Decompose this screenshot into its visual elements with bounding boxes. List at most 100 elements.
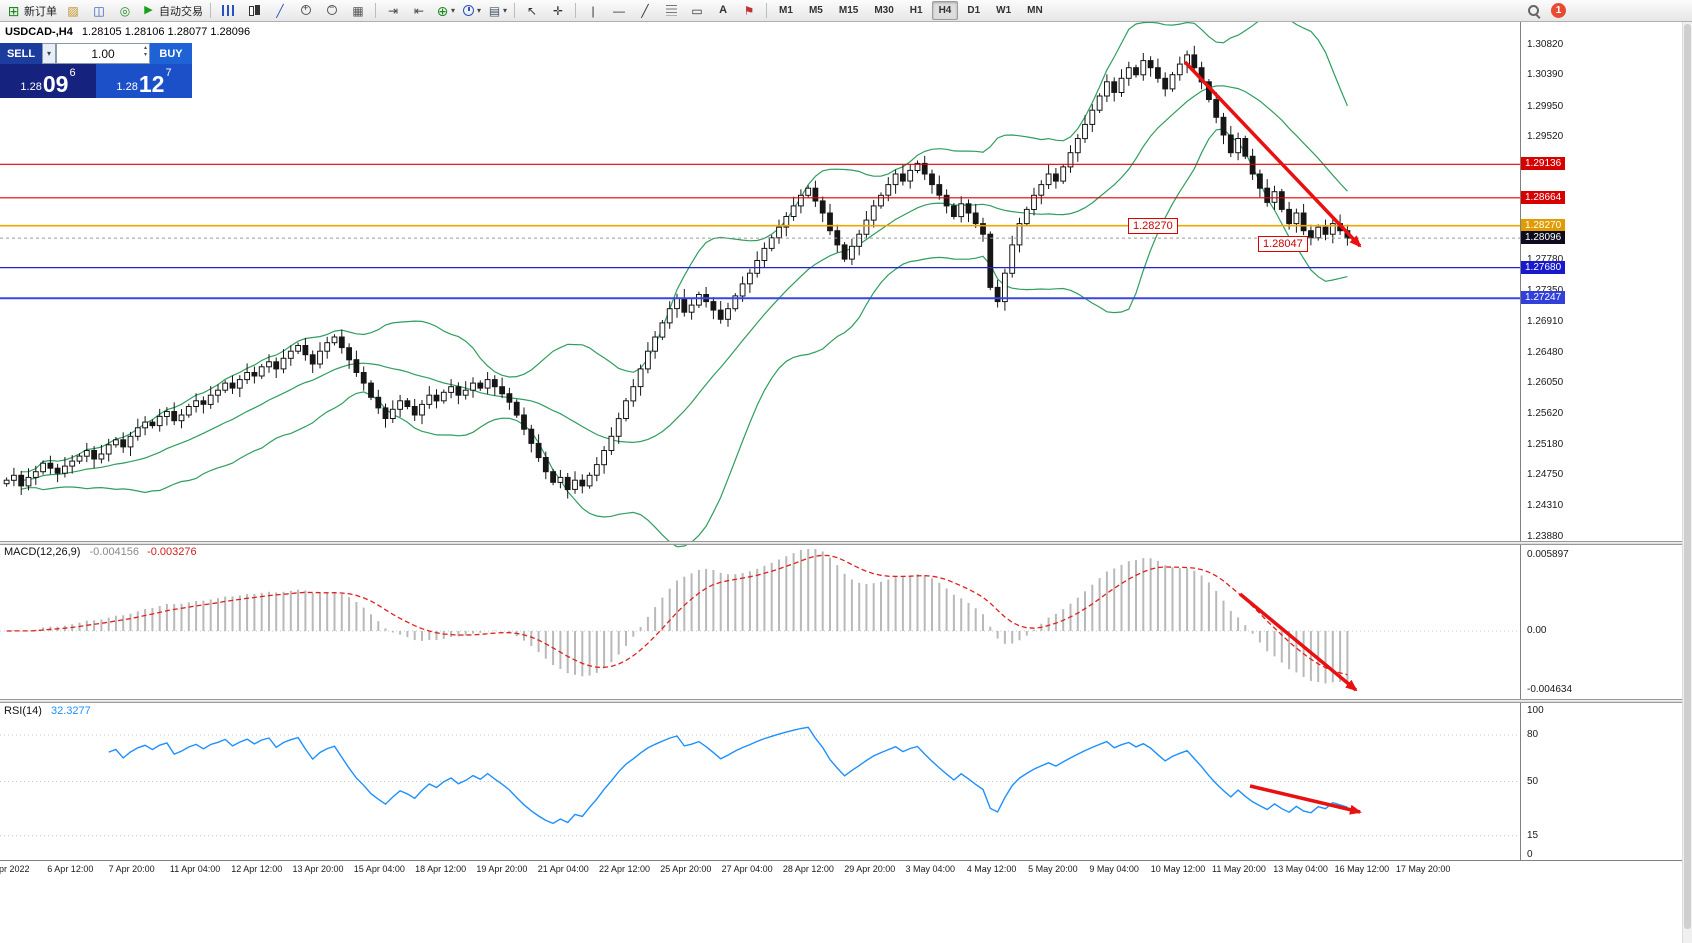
notification-badge[interactable]: 1	[1551, 3, 1566, 18]
buy-button[interactable]: BUY	[150, 43, 192, 64]
line-chart-button[interactable]	[267, 0, 293, 22]
periods-button[interactable]: ▾	[458, 0, 484, 22]
price-axis-label: 1.25180	[1527, 438, 1564, 450]
price-tag: 1.29136	[1521, 157, 1566, 171]
new-order-button[interactable]: 新订单	[3, 0, 60, 22]
candle	[185, 406, 192, 416]
candle	[521, 414, 527, 430]
arrow-label-button[interactable]	[736, 0, 762, 22]
timeframe-m30[interactable]: M30	[874, 5, 894, 16]
templates-button[interactable]: ▾	[484, 0, 510, 22]
auto-scroll-icon	[386, 3, 401, 18]
scrollbar-thumb[interactable]	[1684, 24, 1691, 929]
timeframe-m15[interactable]: M15	[838, 5, 859, 16]
candle	[652, 336, 659, 352]
zoom-out-button[interactable]	[319, 0, 345, 22]
macd-signal-line	[6, 554, 1348, 676]
price-annotation-1-28047[interactable]: 1.28047	[1258, 236, 1308, 252]
candle	[353, 359, 360, 374]
cursor-button[interactable]	[519, 0, 545, 22]
candle	[958, 203, 965, 218]
arrow-label-icon	[742, 3, 757, 18]
buy-price-button[interactable]: 1.28 12 7	[96, 64, 192, 98]
candle	[1162, 77, 1169, 90]
candle	[193, 400, 199, 407]
timeframe-mn[interactable]: MN	[1027, 5, 1043, 16]
candle	[287, 350, 294, 359]
candle	[426, 394, 433, 405]
profiles-icon	[66, 3, 81, 18]
timeframe-h4[interactable]: H4	[931, 1, 959, 20]
timeframe-h1[interactable]: H1	[909, 5, 923, 16]
candle	[1329, 223, 1336, 235]
candle	[40, 462, 47, 473]
rsi-downtrend-arrow[interactable]	[1249, 784, 1362, 815]
candle	[491, 379, 498, 388]
indicators-button[interactable]: ▾	[432, 0, 458, 22]
candle	[338, 336, 345, 349]
candle	[1213, 99, 1220, 118]
charts-profile-button[interactable]	[60, 0, 86, 22]
chart-shift-button[interactable]	[406, 0, 432, 22]
volume-spinner[interactable]: ▴ ▾	[143, 45, 147, 59]
trendline-button[interactable]	[632, 0, 658, 22]
sell-button[interactable]: SELL	[0, 43, 42, 64]
time-axis-label: 11 May 20:00	[1212, 864, 1266, 874]
zoom-in-button[interactable]	[293, 0, 319, 22]
sell-price-button[interactable]: 1.28 09 6	[0, 64, 96, 98]
fibo-icon	[665, 5, 677, 16]
sell-dropdown-caret[interactable]: ▾	[42, 43, 56, 64]
vertical-line-button[interactable]	[580, 0, 606, 22]
zoom-in-icon	[299, 3, 314, 18]
autotrading-button[interactable]: 自动交易	[138, 0, 206, 22]
time-axis-label: 16 May 12:00	[1334, 864, 1390, 874]
candle	[1293, 212, 1300, 225]
trendline-icon	[638, 3, 653, 18]
crosshair-button[interactable]	[545, 0, 571, 22]
shapes-button[interactable]	[684, 0, 710, 22]
macd-downtrend-arrow[interactable]	[1238, 592, 1358, 692]
time-axis-label: 7 Apr 20:00	[108, 864, 155, 874]
vertical-scrollbar[interactable]	[1682, 22, 1692, 943]
ohlc-values: 1.28105 1.28106 1.28077 1.28096	[81, 26, 251, 38]
text-button[interactable]	[710, 0, 736, 22]
candle	[579, 479, 586, 487]
rsi-name: RSI(14)	[4, 705, 42, 717]
candle	[1023, 208, 1030, 225]
candle	[499, 386, 506, 395]
candle	[83, 450, 90, 457]
tile-windows-button[interactable]	[345, 0, 371, 22]
candle	[827, 212, 833, 232]
main-macd-splitter[interactable]	[0, 541, 1692, 545]
price-tag: 1.28664	[1521, 190, 1566, 204]
candlestick-chart-button[interactable]	[241, 0, 267, 22]
candle	[222, 382, 229, 391]
candle	[1089, 109, 1096, 125]
candle	[994, 286, 1001, 303]
timeframe-w1[interactable]: W1	[996, 5, 1012, 16]
bar-chart-button[interactable]	[215, 0, 241, 22]
fibonacci-button[interactable]	[658, 0, 684, 22]
search-icon[interactable]	[1526, 3, 1541, 18]
candle	[368, 382, 374, 398]
price-axis-label: 1.30390	[1527, 69, 1564, 81]
candle	[550, 471, 557, 483]
new-order-button-label: 新订单	[24, 5, 57, 18]
auto-scroll-button[interactable]	[380, 0, 406, 22]
market-watch-button[interactable]	[86, 0, 112, 22]
time-axis-label: 10 May 12:00	[1150, 864, 1206, 874]
volume-input[interactable]: 1.00 ▴ ▾	[56, 43, 150, 64]
candle	[98, 453, 105, 460]
timeframe-d1[interactable]: D1	[967, 5, 981, 16]
zoom-out-icon	[325, 3, 340, 18]
candle	[980, 223, 986, 235]
price-annotation-1-28270[interactable]: 1.28270	[1128, 218, 1178, 234]
timeframe-m5[interactable]: M5	[808, 5, 823, 16]
candle	[1176, 63, 1183, 76]
timeframe-m1[interactable]: M1	[779, 5, 793, 16]
macd-rsi-splitter[interactable]	[0, 699, 1692, 703]
price-downtrend-arrow[interactable]	[1183, 60, 1362, 248]
horizontal-line-button[interactable]	[606, 0, 632, 22]
navigator-button[interactable]	[112, 0, 138, 22]
